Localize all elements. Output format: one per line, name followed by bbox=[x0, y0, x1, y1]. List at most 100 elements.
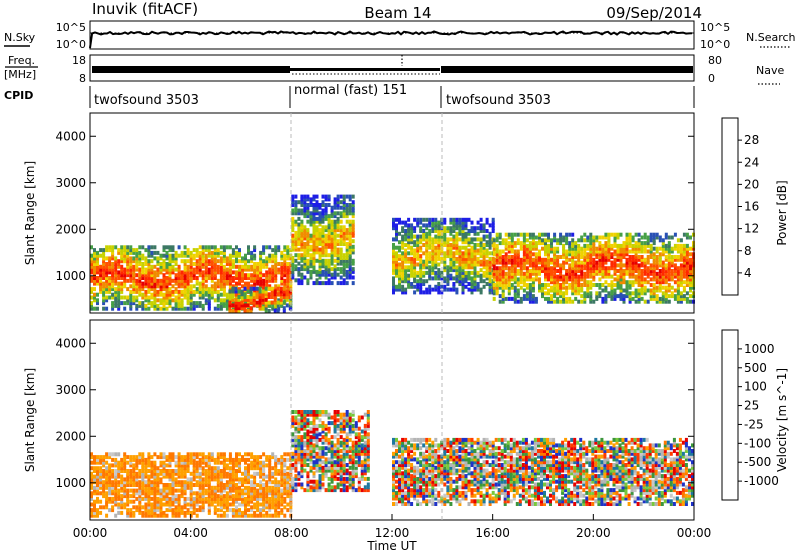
heatmap-cell bbox=[241, 270, 244, 275]
heatmap-cell bbox=[180, 460, 184, 465]
heatmap-cell bbox=[416, 243, 420, 247]
heatmap-cell bbox=[99, 287, 103, 292]
heatmap-cell bbox=[150, 301, 154, 306]
heatmap-cell bbox=[93, 505, 96, 510]
heatmap-cell bbox=[649, 235, 653, 240]
heatmap-cell bbox=[634, 255, 638, 259]
heatmap-cell bbox=[228, 303, 232, 308]
heatmap-cell bbox=[180, 474, 184, 479]
heatmap-cell bbox=[395, 231, 398, 236]
heatmap-cell bbox=[231, 477, 235, 482]
heatmap-cell bbox=[250, 264, 254, 269]
heatmap-cell bbox=[228, 309, 232, 313]
heatmap-cell bbox=[159, 264, 163, 269]
heatmap-cell bbox=[670, 249, 674, 254]
heatmap-cell bbox=[628, 294, 632, 299]
heatmap-cell bbox=[476, 270, 480, 275]
heatmap-cell bbox=[213, 510, 217, 515]
heatmap-cell bbox=[262, 488, 266, 493]
heatmap-cell bbox=[105, 471, 109, 476]
heatmap-cell bbox=[428, 237, 432, 242]
heatmap-cell bbox=[655, 288, 659, 293]
heatmap-cell bbox=[580, 249, 584, 254]
heatmap-cell bbox=[568, 299, 572, 304]
heatmap-cell bbox=[413, 234, 417, 239]
heatmap-cell bbox=[147, 281, 151, 286]
heatmap-cell bbox=[556, 238, 560, 243]
heatmap-cell bbox=[401, 276, 405, 281]
heatmap-cell bbox=[306, 233, 310, 238]
heatmap-cell bbox=[244, 256, 247, 261]
heatmap-cell bbox=[479, 254, 483, 259]
heatmap-cell bbox=[646, 260, 650, 265]
heatmap-cell bbox=[201, 466, 205, 471]
heatmap-cell bbox=[673, 266, 677, 271]
heatmap-cell bbox=[565, 288, 569, 293]
heatmap-cell bbox=[342, 236, 346, 241]
heatmap-cell bbox=[268, 505, 272, 510]
heatmap-cell bbox=[458, 273, 462, 278]
heatmap-cell bbox=[401, 279, 405, 284]
heatmap-cell bbox=[303, 247, 307, 252]
heatmap-cell bbox=[90, 460, 93, 465]
heatmap-cell bbox=[458, 231, 462, 236]
heatmap-cell bbox=[123, 267, 127, 272]
heatmap-cell bbox=[126, 278, 130, 283]
heatmap-cell bbox=[437, 234, 441, 239]
heatmap-cell bbox=[613, 269, 617, 273]
heatmap-cell bbox=[327, 261, 331, 266]
heatmap-cell bbox=[547, 255, 550, 259]
heatmap-cell bbox=[538, 266, 541, 271]
heatmap-cell bbox=[207, 262, 211, 266]
heatmap-cell bbox=[120, 457, 124, 462]
heatmap-cell bbox=[195, 262, 199, 266]
heatmap-cell bbox=[243, 303, 247, 308]
heatmap-cell bbox=[422, 270, 426, 275]
heatmap-cell bbox=[565, 238, 569, 243]
heatmap-cell bbox=[577, 288, 581, 293]
heatmap-cell bbox=[541, 257, 544, 262]
heatmap-cell bbox=[265, 457, 269, 462]
heatmap-cell bbox=[153, 295, 157, 300]
heatmap-cell bbox=[461, 282, 465, 286]
heatmap-cell bbox=[583, 263, 587, 268]
heatmap-cell bbox=[247, 276, 250, 280]
heatmap-cell bbox=[291, 465, 295, 470]
heatmap-cell bbox=[238, 457, 241, 462]
heatmap-cell bbox=[294, 242, 298, 246]
heatmap-cell bbox=[565, 280, 569, 285]
heatmap-cell bbox=[294, 476, 298, 481]
heatmap-cell bbox=[628, 241, 632, 246]
heatmap-cell bbox=[180, 273, 184, 278]
heatmap-cell bbox=[274, 253, 278, 258]
heatmap-cell bbox=[201, 256, 205, 261]
heatmap-cell bbox=[510, 263, 514, 268]
heatmap-cell bbox=[244, 273, 247, 278]
heatmap-cell bbox=[210, 287, 214, 292]
heatmap-cell bbox=[628, 243, 632, 248]
heatmap-cell bbox=[476, 251, 480, 256]
heatmap-cell bbox=[315, 225, 319, 230]
heatmap-cell bbox=[90, 301, 93, 306]
heatmap-cell bbox=[664, 243, 668, 248]
heatmap-cell bbox=[294, 236, 298, 241]
heatmap-cell bbox=[147, 460, 151, 465]
heatmap-cell bbox=[117, 298, 121, 303]
heatmap-cell bbox=[661, 269, 665, 273]
heatmap-cell bbox=[183, 496, 187, 501]
heatmap-cell bbox=[541, 269, 544, 273]
heatmap-cell bbox=[324, 264, 328, 269]
heatmap-cell bbox=[628, 283, 632, 287]
heatmap-cell bbox=[192, 499, 196, 504]
heatmap-cell bbox=[348, 242, 352, 246]
heatmap-cell bbox=[168, 303, 172, 308]
heatmap-cell bbox=[102, 469, 106, 473]
heatmap-cell bbox=[324, 239, 328, 244]
heatmap-cell bbox=[324, 233, 328, 238]
heatmap-cell bbox=[413, 290, 417, 295]
heatmap-cell bbox=[519, 277, 523, 282]
heatmap-cell bbox=[619, 246, 623, 251]
heatmap-cell bbox=[129, 483, 133, 487]
heatmap-cell bbox=[153, 281, 157, 286]
heatmap-cell bbox=[586, 283, 590, 287]
